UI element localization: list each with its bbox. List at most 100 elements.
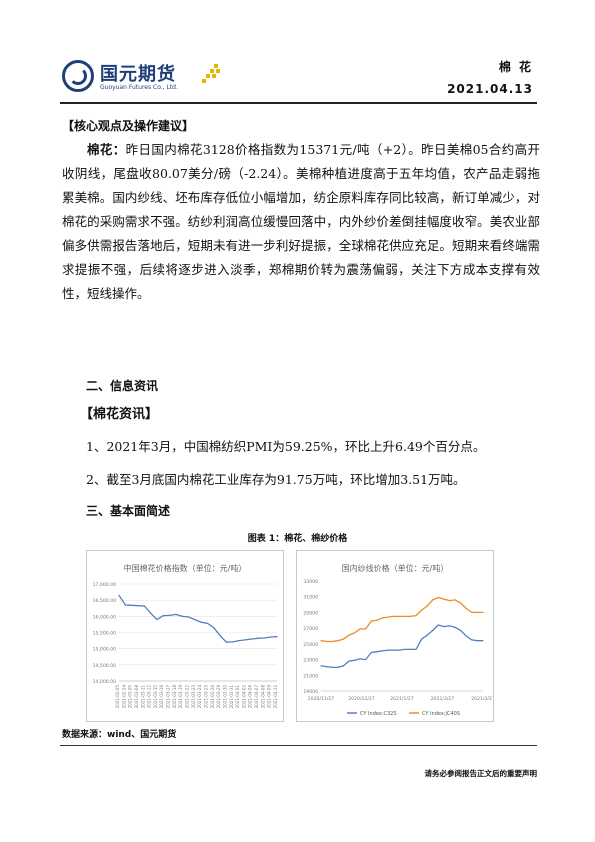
data-point bbox=[156, 619, 158, 621]
data-point bbox=[181, 615, 183, 617]
data-point bbox=[194, 619, 196, 621]
data-point bbox=[404, 615, 406, 617]
yarn-price-chart-svg: 国内纱线价格（单位：元/吨） 33000 31000 29000 27000 25000 2… bbox=[303, 563, 493, 717]
data-point bbox=[454, 599, 456, 601]
x-tick-label: 2021-04-06 bbox=[248, 685, 253, 709]
data-point bbox=[232, 641, 234, 643]
cotton-news-subtitle: 【棉花资讯】 bbox=[80, 407, 159, 422]
y-tick-label: 16,500.00 bbox=[93, 598, 116, 604]
data-point bbox=[118, 594, 120, 596]
section-core-view-title: 【核心观点及操作建议】 bbox=[62, 119, 195, 133]
data-point bbox=[426, 634, 428, 636]
data-point bbox=[320, 640, 322, 642]
x-tick-label: 2021-03-05 bbox=[128, 685, 133, 709]
x-tick-label: 2021-03-12 bbox=[147, 685, 152, 709]
data-point bbox=[393, 615, 395, 617]
data-point bbox=[387, 649, 389, 651]
data-point bbox=[381, 617, 383, 619]
series-line bbox=[118, 594, 278, 643]
x-tick-label: 2021-02-24 bbox=[121, 685, 126, 709]
data-point bbox=[169, 614, 171, 616]
data-source: 数据来源：wind、国元期货 bbox=[62, 730, 177, 740]
data-point bbox=[448, 600, 451, 602]
y-tick-label: 31000 bbox=[303, 595, 318, 601]
x-tick-label: 2021-04-07 bbox=[254, 685, 259, 709]
x-tick-label: 2021-03-29 bbox=[216, 685, 221, 709]
x-tick-label: 2021-02-05 bbox=[115, 685, 120, 709]
y-tick-label: 19000 bbox=[303, 689, 318, 695]
x-tick-label: 2021-03-31 bbox=[229, 685, 234, 709]
data-point bbox=[213, 627, 215, 629]
core-view-body: 昨日国内棉花3128价格指数为15371元/吨（+2）。昨日美棉05合约高开收阴… bbox=[62, 142, 540, 301]
data-point bbox=[398, 615, 400, 617]
y-tick-label: 33000 bbox=[303, 579, 318, 585]
disclaimer-note: 请务必参阅报告正文后的重要声明 bbox=[424, 769, 538, 778]
data-point bbox=[359, 628, 361, 630]
data-point bbox=[465, 607, 467, 610]
data-point bbox=[244, 639, 246, 641]
y-tick-label: 15,500.00 bbox=[93, 631, 116, 637]
data-point bbox=[415, 648, 417, 650]
y-tick-label: 29000 bbox=[303, 610, 318, 616]
footer-divider bbox=[60, 745, 537, 746]
company-name: 国元期货 bbox=[100, 64, 176, 85]
figure-caption: 图表 1：棉花、棉纱价格 bbox=[247, 534, 348, 544]
data-point bbox=[331, 640, 333, 643]
y-tick-label: 16,000.00 bbox=[93, 614, 116, 620]
news-item: 1、2021年3月，中国棉纺织PMI为59.25%，环比上升6.49个百分点。 bbox=[86, 439, 486, 454]
x-tick-label: 2021-03-26 bbox=[210, 685, 215, 709]
data-point bbox=[365, 628, 367, 630]
data-point bbox=[471, 639, 473, 641]
x-tick-label: 2021-03-22 bbox=[185, 685, 190, 709]
data-point bbox=[225, 641, 227, 643]
data-point bbox=[348, 634, 350, 636]
data-point bbox=[331, 666, 333, 668]
y-tick-label: 14,000.00 bbox=[93, 679, 116, 685]
core-view-paragraph: 棉花：昨日国内棉花3128价格指数为15371元/吨（+2）。昨日美棉05合约高… bbox=[62, 138, 540, 306]
data-point bbox=[370, 651, 372, 654]
data-point bbox=[476, 611, 478, 613]
data-point bbox=[365, 659, 367, 661]
data-point bbox=[131, 604, 133, 606]
data-point bbox=[421, 609, 423, 611]
data-point bbox=[326, 640, 328, 643]
x-tick-label: 2021-04-08 bbox=[260, 685, 265, 709]
x-tick-label: 2021-03-23 bbox=[191, 685, 196, 709]
x-tick-label: 2021-04-01 bbox=[235, 685, 240, 709]
y-tick-label: 15,000.00 bbox=[93, 647, 116, 653]
data-point bbox=[454, 626, 456, 628]
x-tick-label: 2021-03-30 bbox=[222, 685, 227, 709]
cotton-index-chart-svg: 中国棉花价格指数（单位：元/吨） 17,000.00 16,500.00 16,000… bbox=[93, 563, 278, 709]
x-tick-label: 2021-03-16 bbox=[159, 685, 164, 709]
data-point bbox=[276, 636, 278, 638]
x-tick-label: 2021/3/27 bbox=[471, 696, 493, 702]
data-point bbox=[398, 649, 400, 651]
data-point bbox=[342, 638, 344, 640]
data-point bbox=[150, 612, 152, 614]
x-tick-label: 2021-03-17 bbox=[166, 685, 171, 709]
data-point bbox=[443, 598, 445, 600]
y-tick-label: 23000 bbox=[303, 658, 318, 664]
data-point bbox=[187, 616, 190, 618]
company-name-en: Guoyuan Futures Co., Ltd. bbox=[100, 84, 178, 91]
news-item: 2、截至3月底国内棉花工业库存为91.75万吨，环比增加3.51万吨。 bbox=[86, 472, 466, 487]
x-tick-label: 2021-03-11 bbox=[140, 685, 145, 709]
data-point bbox=[409, 615, 411, 617]
x-tick-label: 2021/1/27 bbox=[390, 696, 414, 702]
data-point bbox=[409, 648, 411, 650]
x-tick-label: 2021-03-25 bbox=[203, 685, 208, 709]
logo-dots-icon bbox=[202, 64, 222, 84]
data-point bbox=[432, 599, 434, 601]
data-point bbox=[320, 665, 322, 667]
data-point bbox=[460, 602, 462, 604]
data-point bbox=[342, 665, 344, 667]
data-point bbox=[381, 650, 383, 652]
data-point bbox=[376, 651, 378, 653]
series-line bbox=[320, 596, 483, 643]
report-date: 2021.04.13 bbox=[447, 82, 533, 96]
data-point bbox=[348, 660, 350, 662]
cotton-index-chart: 中国棉花价格指数（单位：元/吨） 17,000.00 16,500.00 16,000… bbox=[86, 550, 284, 722]
data-point bbox=[471, 611, 473, 613]
x-tick-label: 2021-04-12 bbox=[273, 685, 278, 709]
data-point bbox=[370, 620, 372, 622]
